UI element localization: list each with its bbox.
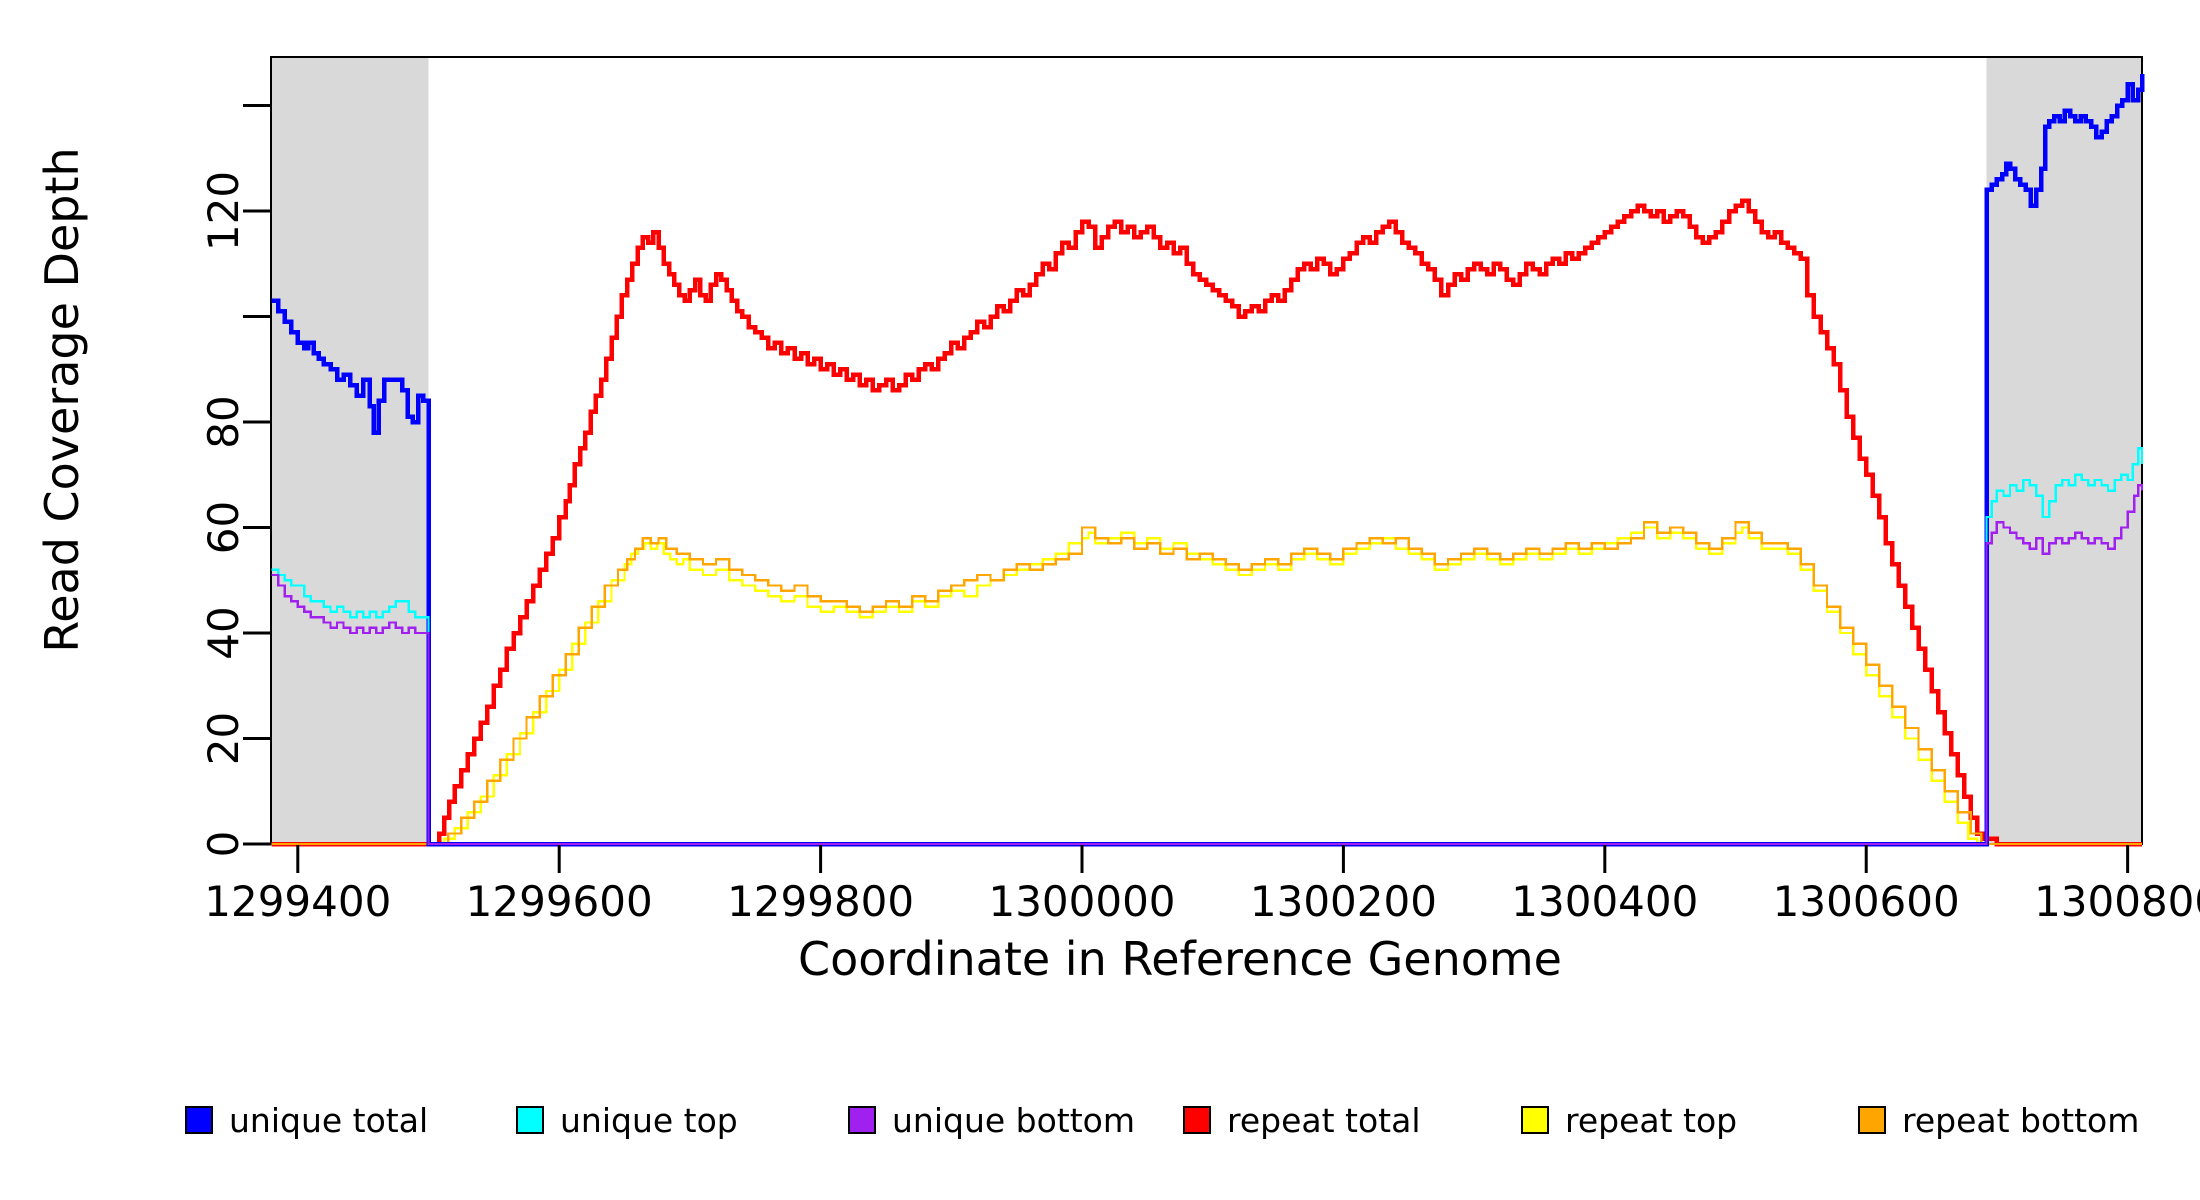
legend-item-repeat-bottom: repeat bottom xyxy=(1858,1098,2139,1142)
legend-item-unique-total: unique total xyxy=(185,1098,428,1142)
legend-item-repeat-top: repeat top xyxy=(1521,1098,1737,1142)
y-tick-label: 20 xyxy=(199,712,248,765)
repeat-top-swatch-icon xyxy=(1521,1106,1549,1134)
axes-ticks-labels: 1299400 1299600 1299800 1300000 1300200 13004… xyxy=(199,104,2200,926)
y-tick-label: 80 xyxy=(199,395,248,448)
right-flank-region xyxy=(1986,57,2142,844)
unique-bottom-swatch-icon xyxy=(848,1106,876,1134)
y-axis-title: Read Coverage Depth xyxy=(35,147,89,652)
unique-total-swatch-icon xyxy=(185,1106,213,1134)
legend-label: repeat top xyxy=(1565,1100,1738,1140)
left-flank-region xyxy=(271,57,429,844)
legend: unique total unique top unique bottom re… xyxy=(0,1098,2200,1142)
unique-top-swatch-icon xyxy=(516,1106,544,1134)
legend-label: repeat total xyxy=(1227,1100,1421,1140)
x-tick-label: 1299400 xyxy=(204,877,391,926)
repeat-total-swatch-icon xyxy=(1183,1106,1211,1134)
x-tick-label: 1300200 xyxy=(1250,877,1437,926)
x-tick-label: 1299600 xyxy=(466,877,653,926)
series-unique-bottom xyxy=(271,484,2144,846)
legend-label: unique bottom xyxy=(892,1100,1136,1140)
legend-item-repeat-total: repeat total xyxy=(1183,1098,1421,1142)
x-tick-label: 1300000 xyxy=(988,877,1175,926)
x-tick-label: 1299800 xyxy=(727,877,914,926)
legend-label: unique top xyxy=(560,1100,738,1140)
legend-label: unique total xyxy=(229,1100,429,1140)
x-tick-label: 1300400 xyxy=(1511,877,1698,926)
series-unique-top xyxy=(271,447,2144,846)
series-lines xyxy=(271,73,2145,847)
series-repeat-total xyxy=(271,198,2142,847)
series-unique-total xyxy=(271,73,2145,847)
repeat-bottom-swatch-icon xyxy=(1858,1106,1886,1134)
y-tick-label: 60 xyxy=(199,501,248,554)
shaded-regions xyxy=(271,57,2142,844)
legend-item-unique-top: unique top xyxy=(516,1098,738,1142)
y-tick-label: 40 xyxy=(199,606,248,659)
y-tick-label: 120 xyxy=(199,171,248,251)
legend-label: repeat bottom xyxy=(1902,1100,2140,1140)
x-axis-title: Coordinate in Reference Genome xyxy=(798,932,1562,986)
y-tick-label: 0 xyxy=(199,831,248,858)
x-tick-label: 1300600 xyxy=(1773,877,1960,926)
legend-item-unique-bottom: unique bottom xyxy=(848,1098,1135,1142)
series-repeat-bottom xyxy=(271,521,2142,846)
